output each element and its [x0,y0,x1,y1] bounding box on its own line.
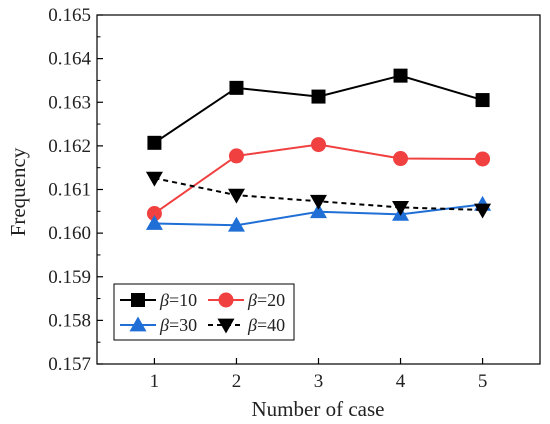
legend-item: β=40 [208,315,285,335]
y-tick-label: 0.157 [48,354,91,375]
data-point [393,68,408,83]
x-tick-label: 3 [314,371,324,392]
data-point [475,151,491,167]
legend-marker [129,316,147,332]
data-point [147,135,162,150]
y-tick-label: 0.160 [48,223,91,244]
data-point [146,205,162,221]
y-tick-label: 0.163 [48,92,91,113]
data-point [311,89,326,104]
x-tick-label: 2 [232,371,242,392]
data-point [311,137,326,153]
legend-item: β=20 [208,290,285,310]
legend-label: β=20 [247,290,285,310]
data-point [227,216,245,232]
series-line [153,74,483,144]
legend-marker [218,292,234,308]
series-4 [145,171,492,219]
data-point [145,215,163,230]
y-tick-label: 0.164 [48,49,91,70]
y-tick-label: 0.162 [48,136,91,157]
data-point [392,201,410,216]
y-tick-label: 0.159 [48,267,91,288]
axes-layer: 0.157 0.158 0.159 0.160 0.161 0.162 0.163 0.164… [48,5,541,392]
x-tick-label: 4 [396,371,406,392]
series-1 [147,68,490,150]
data-point [475,93,490,108]
x-tick-label: 5 [478,371,488,392]
legend-marker [217,318,235,334]
series-2 [146,137,491,221]
y-tick-label: 0.165 [48,5,91,26]
y-tick-label: 0.161 [48,180,91,201]
legend-label: β=40 [247,315,285,335]
data-point [145,171,163,187]
series-layer [145,68,492,232]
legend-item: β=10 [120,290,197,310]
legend-label: β=30 [159,315,197,335]
data-point [310,203,327,219]
y-axis-label: Frequency [6,147,30,236]
legend-marker [131,293,145,307]
data-point [228,148,244,164]
x-axis-label: Number of case [252,397,385,421]
legend-item: β=30 [120,315,197,335]
legend: β=10 β=20 β=30 β=40 [113,283,295,341]
data-point [229,80,244,95]
y-tick-label: 0.158 [48,310,91,331]
legend-label: β=10 [159,290,197,310]
data-point [474,203,492,219]
data-point [227,188,245,204]
data-point [393,151,409,167]
data-point [310,194,327,210]
x-tick-label: 1 [150,371,160,392]
